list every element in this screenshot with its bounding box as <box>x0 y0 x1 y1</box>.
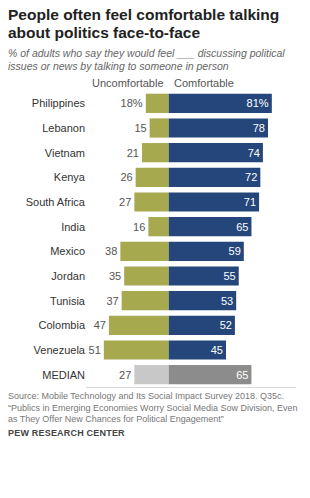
svg-text:35: 35 <box>109 270 121 282</box>
svg-text:72: 72 <box>245 171 257 183</box>
svg-text:18%: 18% <box>121 97 143 109</box>
svg-text:26: 26 <box>120 171 132 183</box>
svg-text:South Africa: South Africa <box>26 196 86 208</box>
svg-text:27: 27 <box>119 196 131 208</box>
svg-text:65: 65 <box>236 221 248 233</box>
svg-text:India: India <box>61 221 86 233</box>
svg-text:Kenya: Kenya <box>54 171 86 183</box>
svg-text:Jordan: Jordan <box>51 270 85 282</box>
svg-text:Comfortable: Comfortable <box>174 77 234 89</box>
svg-text:59: 59 <box>229 245 241 257</box>
svg-text:78: 78 <box>253 122 265 134</box>
svg-text:81%: 81% <box>247 97 269 109</box>
svg-text:Vietnam: Vietnam <box>45 147 85 159</box>
svg-text:47: 47 <box>94 319 106 331</box>
html-text:People often feel comfortable: People often feel comfortable talking ab… <box>8 6 280 41</box>
html-text:Source: Mobile Technology and: Source: Mobile Technology and Its Social… <box>8 391 284 401</box>
svg-text:37: 37 <box>106 295 118 307</box>
html-text:PEW RESEARCH CENTER: PEW RESEARCH CENTER <box>8 428 125 438</box>
svg-text:Lebanon: Lebanon <box>42 122 85 134</box>
html-text:% of adults who say they would: % of adults who say they would feel ___ … <box>8 47 285 72</box>
svg-text:Mexico: Mexico <box>50 245 85 257</box>
svg-text:Uncomfortable: Uncomfortable <box>92 77 164 89</box>
svg-text:53: 53 <box>221 295 233 307</box>
svg-text:15: 15 <box>134 122 146 134</box>
svg-text:65: 65 <box>236 369 248 381</box>
svg-text:51: 51 <box>89 344 101 356</box>
svg-text:Colombia: Colombia <box>39 319 86 331</box>
svg-text:45: 45 <box>211 344 223 356</box>
svg-text:Tunisia: Tunisia <box>50 295 86 307</box>
html-text:“Publics in Emerging Economies: “Publics in Emerging Economies Worry Soc… <box>8 403 298 424</box>
svg-text:52: 52 <box>220 319 232 331</box>
svg-text:MEDIAN: MEDIAN <box>42 369 85 381</box>
svg-text:Venezuela: Venezuela <box>34 344 86 356</box>
svg-text:74: 74 <box>248 147 260 159</box>
svg-text:Philippines: Philippines <box>32 97 86 109</box>
svg-text:38: 38 <box>105 245 117 257</box>
svg-text:55: 55 <box>223 270 235 282</box>
svg-text:27: 27 <box>119 369 131 381</box>
svg-text:16: 16 <box>133 221 145 233</box>
svg-text:71: 71 <box>244 196 256 208</box>
svg-text:21: 21 <box>127 147 139 159</box>
